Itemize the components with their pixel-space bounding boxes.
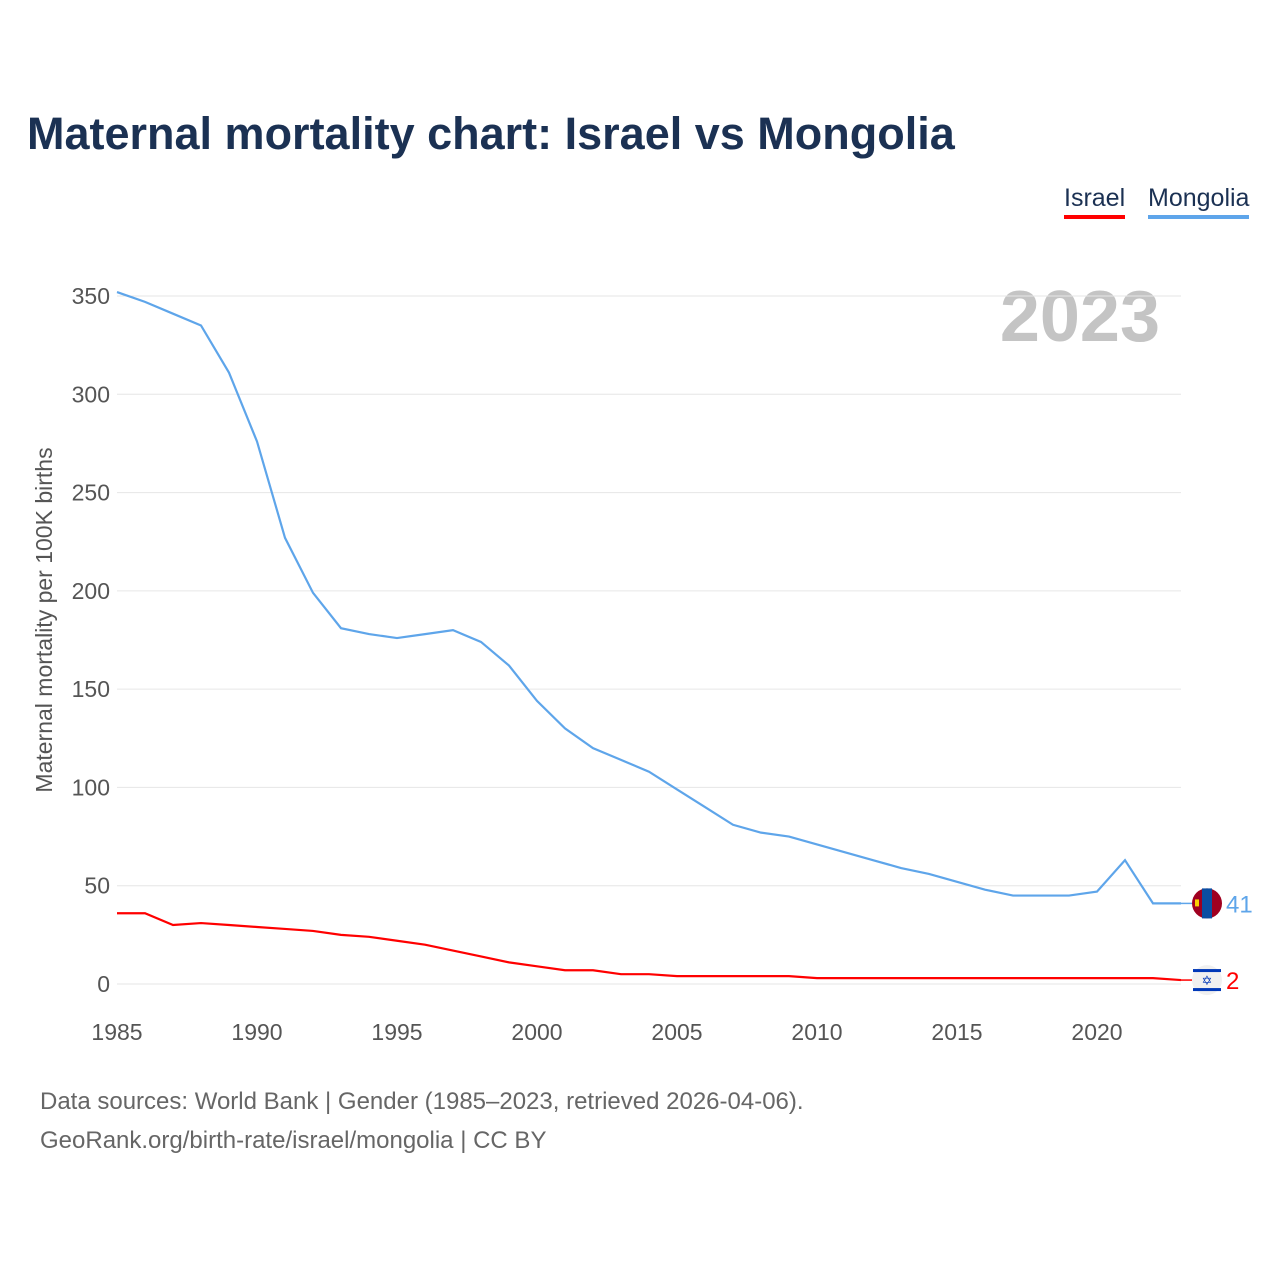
series-line-mongolia — [116, 291, 1181, 905]
y-tick-label: 150 — [72, 676, 110, 702]
footer-sources: Data sources: World Bank | Gender (1985–… — [40, 1088, 804, 1115]
x-tick-label: 2010 — [791, 1019, 842, 1045]
x-tick-label: 2020 — [1071, 1019, 1122, 1045]
flag-stripe — [1193, 969, 1221, 973]
end-value-label: 41 — [1226, 891, 1253, 918]
x-tick-label: 1995 — [371, 1019, 422, 1045]
x-tick-label: 2005 — [651, 1019, 702, 1045]
y-tick-label: 0 — [97, 971, 110, 997]
x-tick-label: 2000 — [511, 1019, 562, 1045]
y-tick-label: 200 — [72, 578, 110, 604]
y-tick-label: 300 — [72, 381, 110, 407]
mongolia-flag-icon — [1192, 888, 1222, 919]
y-tick-label: 50 — [84, 873, 110, 899]
y-tick-label: 100 — [72, 774, 110, 800]
series-line-israel — [117, 912, 1182, 982]
legend-israel[interactable]: Israel — [1064, 184, 1126, 219]
flag-soyombo — [1195, 899, 1199, 907]
star-of-david-icon: ✡ — [1202, 973, 1213, 988]
flag-stripe — [1193, 988, 1221, 992]
chart-title: Maternal mortality chart: Israel vs Mong… — [27, 108, 955, 159]
x-tick-label: 2015 — [931, 1019, 982, 1045]
x-tick-label: 1990 — [231, 1019, 282, 1045]
flag-stripe — [1202, 888, 1212, 919]
year-label: 2023 — [1000, 277, 1160, 357]
x-tick-label: 1985 — [91, 1019, 142, 1045]
flag-bg — [1192, 965, 1222, 996]
y-axis-label: Maternal mortality per 100K births — [31, 447, 57, 792]
footer-link[interactable]: GeoRank.org/birth-rate/israel/mongolia |… — [40, 1127, 547, 1154]
y-tick-label: 350 — [72, 283, 110, 309]
end-value-label: 2 — [1226, 968, 1239, 995]
legend-mongolia[interactable]: Mongolia — [1148, 184, 1250, 219]
y-tick-label: 250 — [72, 480, 110, 506]
israel-flag-icon: ✡ — [1192, 965, 1222, 996]
